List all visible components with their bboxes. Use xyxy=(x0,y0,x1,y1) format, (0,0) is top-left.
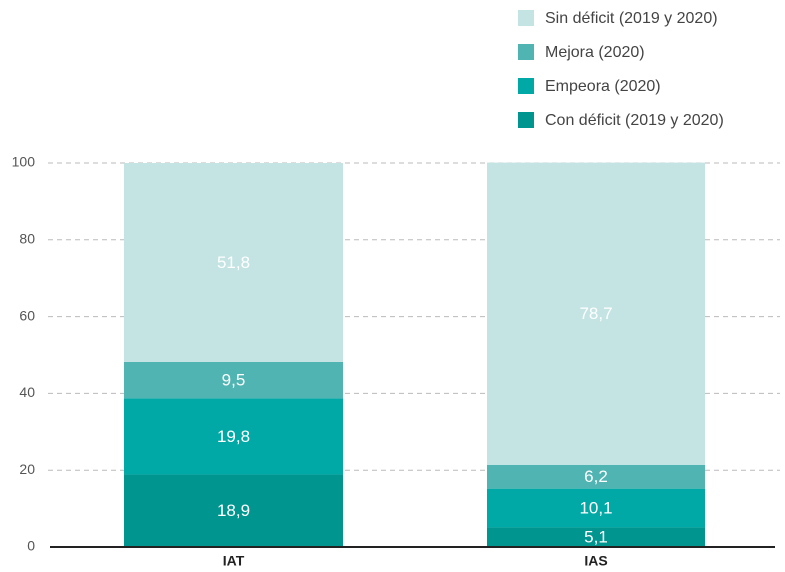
data-label: 5,1 xyxy=(584,528,608,547)
y-tick-label: 60 xyxy=(19,307,35,323)
data-label: 78,7 xyxy=(579,304,612,323)
legend-label: Sin déficit (2019 y 2020) xyxy=(545,10,718,27)
bar-segment xyxy=(487,464,705,489)
data-label: 19,8 xyxy=(217,427,250,446)
data-label: 6,2 xyxy=(584,467,608,486)
bar-segment xyxy=(487,162,705,465)
y-tick-label: 40 xyxy=(19,384,35,400)
data-label: 10,1 xyxy=(579,499,612,518)
y-tick-label: 0 xyxy=(27,538,35,554)
legend-swatch xyxy=(518,78,534,94)
bar-segment xyxy=(124,398,343,475)
legend-swatch xyxy=(518,10,534,26)
x-tick-label: IAT xyxy=(223,553,245,569)
bar-segment xyxy=(124,163,343,362)
x-tick-label: IAS xyxy=(584,553,607,569)
legend-swatch xyxy=(518,112,534,128)
bar-segment xyxy=(124,361,343,399)
legend-swatch xyxy=(518,44,534,60)
legend-label: Mejora (2020) xyxy=(545,44,645,61)
data-label: 9,5 xyxy=(222,371,246,390)
y-tick-label: 100 xyxy=(12,154,36,170)
data-label: 51,8 xyxy=(217,253,250,272)
data-label: 18,9 xyxy=(217,501,250,520)
bar-segment xyxy=(487,488,705,528)
bar-segment xyxy=(124,474,343,547)
legend-label: Con déficit (2019 y 2020) xyxy=(545,112,724,129)
legend-label: Empeora (2020) xyxy=(545,78,661,95)
y-tick-label: 80 xyxy=(19,231,35,247)
y-tick-label: 20 xyxy=(19,461,35,477)
bar-segment xyxy=(487,527,705,547)
